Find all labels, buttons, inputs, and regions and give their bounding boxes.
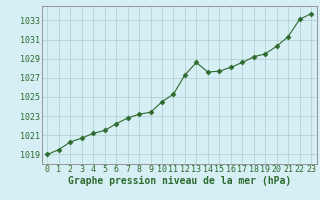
X-axis label: Graphe pression niveau de la mer (hPa): Graphe pression niveau de la mer (hPa)	[68, 176, 291, 186]
